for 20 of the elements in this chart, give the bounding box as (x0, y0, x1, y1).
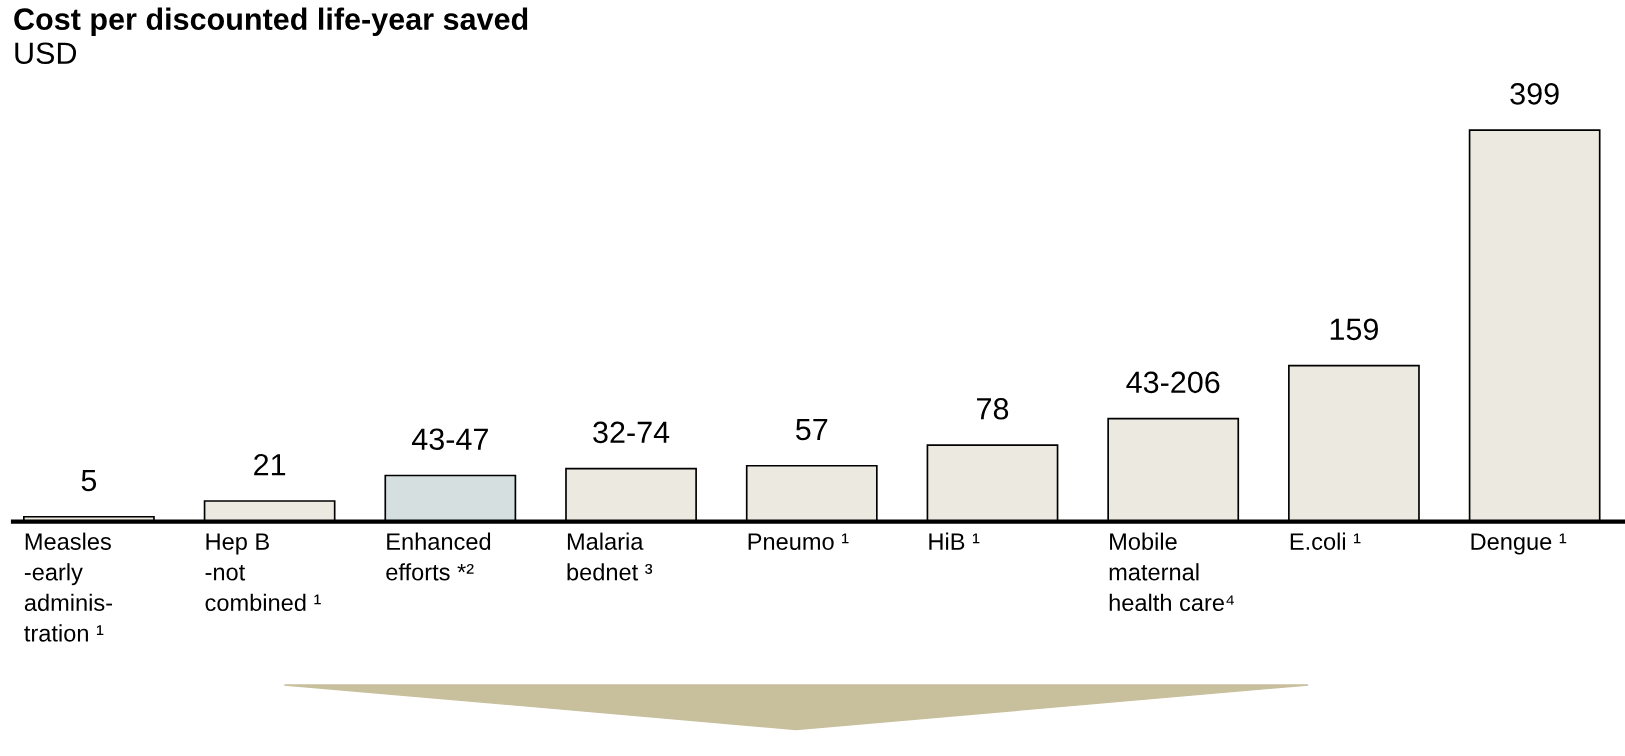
data-label: 399 (1510, 83, 1559, 105)
x-tick-label: Enhanced efforts *² (386, 532, 491, 581)
data-label: 32-74 (593, 421, 670, 444)
x-tick-label: Dengue ¹ (1471, 533, 1567, 555)
x-tick-label: Mobile maternal health care⁴ (1109, 532, 1234, 612)
chart-subtitle: USD (15, 42, 77, 65)
data-label: 78 (977, 397, 1009, 420)
x-tick-label: E.coli ¹ (1290, 532, 1361, 550)
x-tick-label: Hep B -not combined ¹ (205, 533, 321, 612)
data-label: 5 (81, 469, 97, 492)
data-label: 43-206 (1126, 371, 1220, 394)
x-tick-label: HiB ¹ (929, 532, 980, 550)
chart-title: Cost per discounted life-year saved (14, 7, 528, 37)
data-label: 21 (254, 453, 286, 476)
data-label: 159 (1330, 318, 1378, 341)
x-tick-label: Measles -early adminis- tration ¹ (24, 532, 113, 642)
data-label: 43-47 (411, 428, 488, 451)
data-label: 57 (796, 418, 828, 441)
x-tick-label: Pneumo ¹ (748, 533, 849, 550)
x-tick-label: Malaria bednet ³ (567, 532, 653, 581)
